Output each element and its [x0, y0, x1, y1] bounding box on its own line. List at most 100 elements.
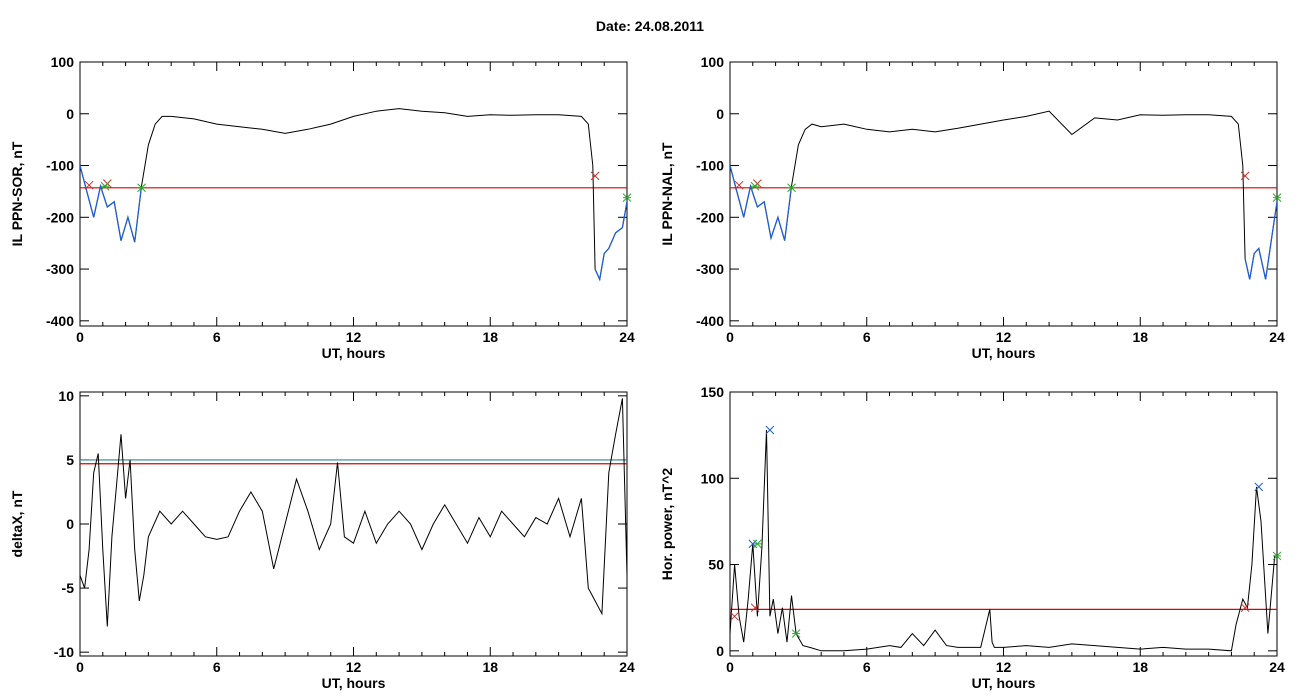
- event-marker-end: [730, 611, 739, 621]
- x-tick-label: 12: [996, 659, 1012, 675]
- event-marker-end: [84, 180, 94, 190]
- marker-stroke: [730, 611, 739, 621]
- y-tick-label: -100: [46, 158, 74, 174]
- event-marker-end: [590, 171, 600, 181]
- chart-panel-1: 0 6 12 18 24 100 0 -100 -200 -300 -400 UT, hours IL …: [9, 54, 635, 361]
- chart-panel-2: 0 6 12 18 24 100 0 -100 -200 -300 -400 UT, hours IL …: [659, 54, 1285, 361]
- x-axis-label: UT, hours: [322, 675, 386, 691]
- data-trace: [80, 398, 627, 627]
- event-marker-end: [1240, 171, 1250, 181]
- marker-stroke: [748, 539, 758, 549]
- y-tick-label: -400: [696, 313, 724, 329]
- x-tick-label: 18: [1132, 329, 1148, 345]
- event-segment-trace: [594, 201, 627, 282]
- event-marker-onset: [750, 181, 760, 191]
- x-tick-label: 6: [863, 329, 871, 345]
- x-tick-label: 24: [619, 329, 635, 345]
- x-tick-label: 24: [1269, 659, 1285, 675]
- y-tick-label: -300: [46, 261, 74, 277]
- x-tick-label: 24: [1269, 329, 1285, 345]
- plot-area: [730, 110, 1277, 280]
- date-value: 24.08.2011: [634, 18, 705, 34]
- x-axis-label: UT, hours: [322, 345, 386, 361]
- y-tick-label: 0: [716, 106, 724, 122]
- y-tick-label: 150: [701, 384, 725, 400]
- event-segment-trace: [1244, 201, 1277, 280]
- event-marker-end: [750, 603, 760, 613]
- plot-frame: [79, 391, 628, 657]
- y-tick-label: 50: [708, 557, 724, 573]
- data-trace: [80, 108, 627, 282]
- marker-stroke: [84, 180, 94, 190]
- plot-frame: [79, 61, 628, 327]
- x-tick-label: 6: [213, 329, 221, 345]
- event-marker-onset: [100, 181, 110, 191]
- x-tick-label: 12: [346, 329, 362, 345]
- x-tick-label: 12: [346, 659, 362, 675]
- y-tick-label: 100: [701, 54, 725, 70]
- marker-stroke: [750, 603, 760, 613]
- event-marker-onset: [137, 183, 146, 193]
- x-tick-label: 6: [863, 659, 871, 675]
- event-marker-peak: [765, 425, 775, 435]
- x-tick-label: 0: [76, 329, 84, 345]
- marker-stroke: [765, 425, 775, 435]
- y-tick-label: -100: [696, 158, 724, 174]
- y-axis-label: deltaX, nT: [9, 490, 25, 557]
- y-axis-label: IL PPN-SOR, nT: [9, 141, 25, 246]
- x-axis-label: UT, hours: [972, 345, 1036, 361]
- x-tick-label: 6: [213, 659, 221, 675]
- y-tick-label: 0: [716, 643, 724, 659]
- marker-stroke: [590, 171, 600, 181]
- y-tick-label: 0: [66, 106, 74, 122]
- y-tick-label: 100: [701, 470, 725, 486]
- event-marker-onset: [1272, 193, 1282, 202]
- event-marker-end: [734, 180, 744, 190]
- event-marker-onset: [787, 183, 796, 193]
- page-title: Date: 24.08.2011: [0, 18, 1300, 34]
- event-marker-onset: [752, 539, 762, 549]
- y-tick-label: 0: [66, 516, 74, 532]
- chart-panel-4: 0 6 12 18 24 150 100 50 0 UT, hours Hor. power, nT…: [659, 384, 1285, 691]
- y-tick-label: -400: [46, 313, 74, 329]
- x-tick-label: 24: [619, 659, 635, 675]
- data-trace: [730, 429, 1277, 652]
- data-trace: [730, 110, 1277, 280]
- plot-frame: [729, 61, 1278, 327]
- event-marker-onset: [791, 629, 801, 638]
- x-tick-label: 18: [482, 659, 498, 675]
- event-marker-peak: [748, 539, 758, 549]
- y-tick-label: -300: [696, 261, 724, 277]
- x-tick-label: 0: [726, 329, 734, 345]
- y-tick-label: 5: [66, 452, 74, 468]
- marker-stroke: [1240, 171, 1250, 181]
- marker-stroke: [1254, 482, 1264, 492]
- x-tick-label: 18: [482, 329, 498, 345]
- marker-stroke: [734, 180, 744, 190]
- y-tick-label: -10: [54, 644, 74, 660]
- chart-panel-3: 0 6 12 18 24 10 5 0 -5 -10 UT, hours deltaX, nT: [9, 388, 635, 691]
- y-tick-label: -5: [62, 580, 75, 596]
- marker-stroke: [1240, 603, 1250, 613]
- y-axis-label: Hor. power, nT^2: [659, 468, 675, 581]
- plot-area: [730, 429, 1277, 652]
- date-label: Date:: [595, 18, 631, 34]
- x-tick-label: 18: [1132, 659, 1148, 675]
- event-marker-end: [1240, 603, 1250, 613]
- x-axis-label: UT, hours: [972, 675, 1036, 691]
- plot-area: [80, 398, 627, 627]
- plot-frame: [729, 391, 1278, 657]
- plot-area: [80, 108, 627, 282]
- y-tick-label: 100: [51, 54, 75, 70]
- event-marker-peak: [1254, 482, 1264, 492]
- y-axis-label: IL PPN-NAL, nT: [659, 142, 675, 246]
- y-tick-label: 10: [58, 388, 74, 404]
- y-tick-label: -200: [46, 209, 74, 225]
- x-tick-label: 0: [726, 659, 734, 675]
- x-tick-label: 12: [996, 329, 1012, 345]
- y-tick-label: -200: [696, 209, 724, 225]
- x-tick-label: 0: [76, 659, 84, 675]
- event-marker-onset: [1272, 551, 1282, 561]
- event-marker-onset: [622, 193, 632, 202]
